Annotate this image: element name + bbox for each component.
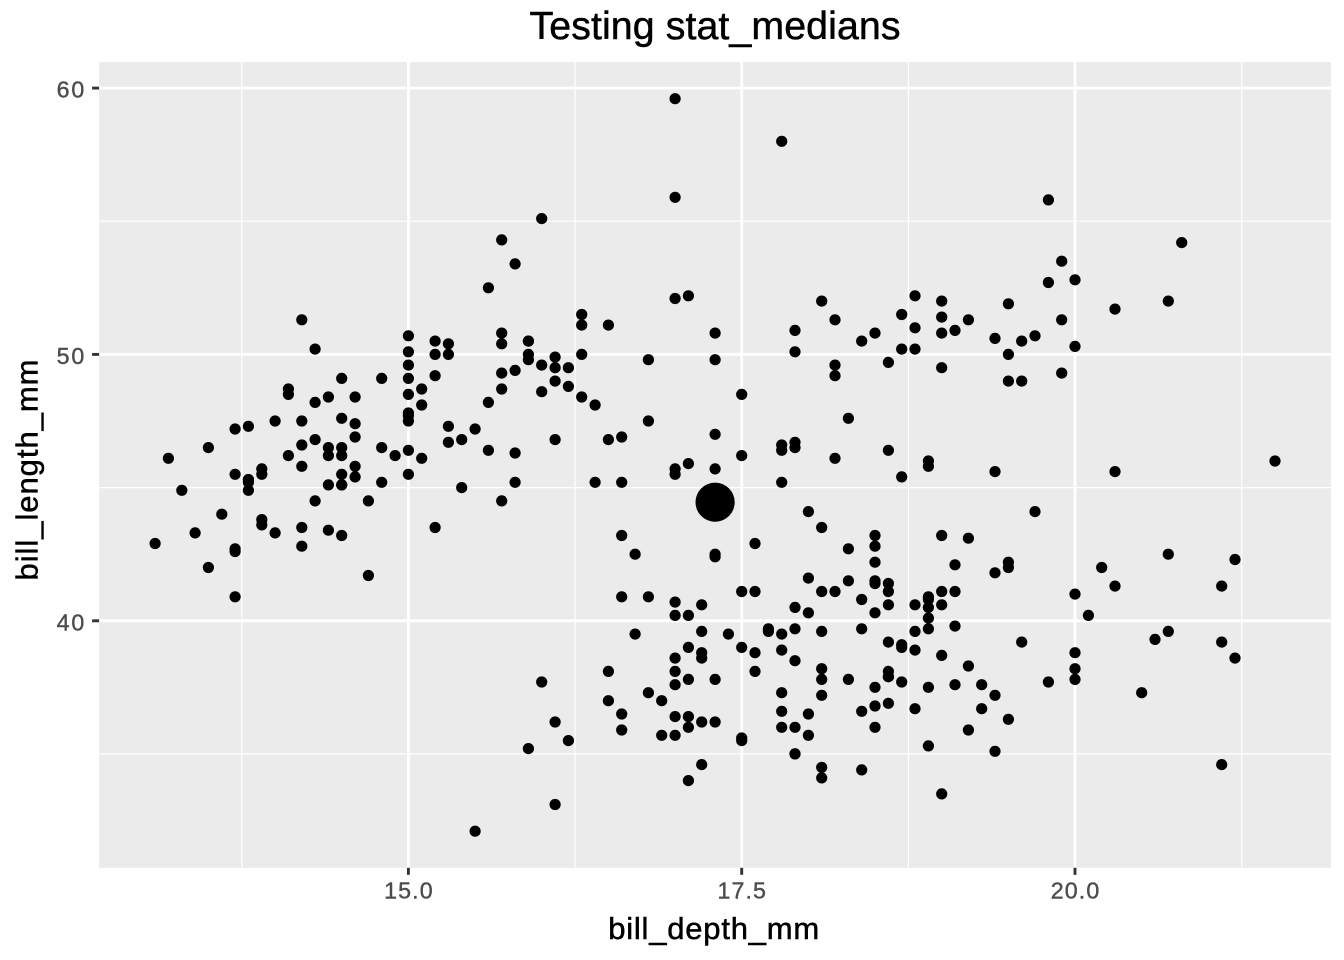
svg-text:15.0: 15.0 xyxy=(384,878,433,904)
svg-text:20.0: 20.0 xyxy=(1051,878,1100,904)
svg-text:bill_length_mm: bill_length_mm xyxy=(9,359,44,580)
svg-text:60: 60 xyxy=(57,77,85,103)
svg-text:50: 50 xyxy=(57,343,85,369)
svg-text:bill_depth_mm: bill_depth_mm xyxy=(608,911,819,946)
svg-text:40: 40 xyxy=(57,609,85,635)
svg-text:Testing stat_medians: Testing stat_medians xyxy=(530,4,901,48)
svg-text:17.5: 17.5 xyxy=(717,878,766,904)
